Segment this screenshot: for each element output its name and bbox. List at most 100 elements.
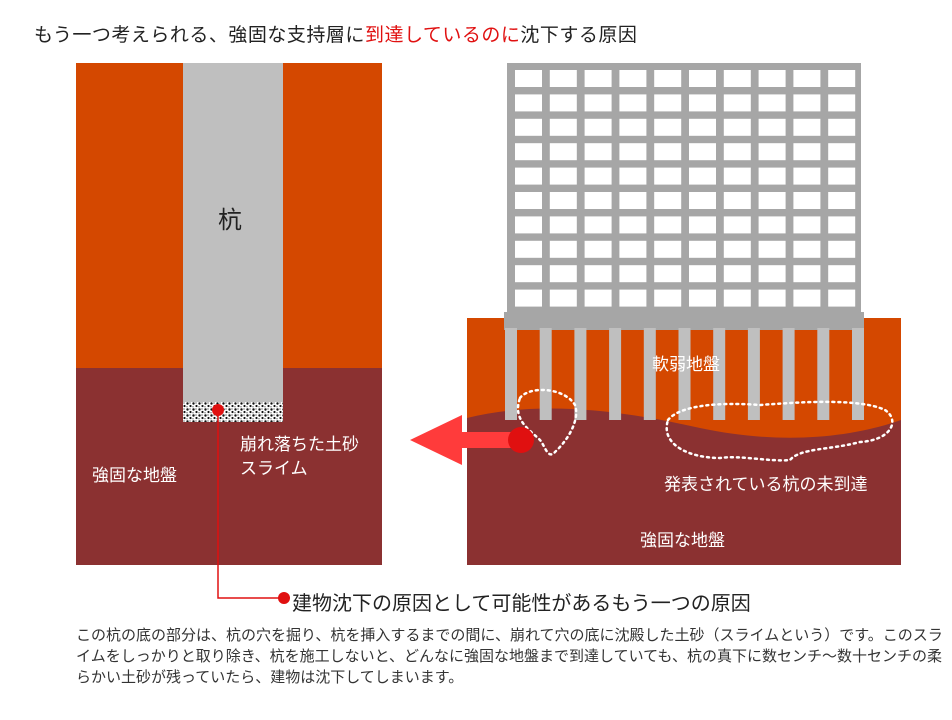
building-window (549, 94, 577, 112)
pile-label: 杭 (218, 206, 242, 234)
building-window (793, 289, 821, 307)
building-window (619, 94, 647, 112)
building-window (654, 94, 682, 112)
building-window (793, 167, 821, 185)
building-window (828, 289, 856, 307)
description-paragraph: この杭の底の部分は、杭の穴を掘り、杭を挿入するまでの間に、崩れて穴の底に沈殿した… (76, 626, 943, 686)
building-window (584, 192, 612, 209)
building-window (758, 143, 786, 161)
building-window (793, 94, 821, 112)
building-window (689, 192, 716, 209)
building-window (515, 94, 542, 112)
building-window (654, 265, 682, 283)
building-window (828, 118, 856, 136)
foundation-pile (574, 328, 587, 420)
firm-ground-label-left: 強固な地盤 (92, 466, 177, 486)
building-window (549, 289, 577, 307)
arrow-shape (410, 415, 520, 465)
building-window (758, 216, 786, 234)
building-window (689, 143, 716, 161)
building-window (689, 70, 716, 87)
building-window (654, 70, 682, 87)
building-window (619, 118, 647, 136)
foundation-pile (539, 328, 552, 420)
building-window (723, 289, 751, 307)
building-window (689, 167, 716, 185)
building-window (723, 94, 751, 112)
building-window (584, 167, 612, 185)
building-window (619, 70, 647, 87)
building-window (793, 216, 821, 234)
building-window (723, 265, 751, 283)
building-window (723, 118, 751, 136)
building-window (828, 265, 856, 283)
building-window (758, 70, 786, 87)
right-panel (467, 63, 901, 565)
building-window (584, 118, 612, 136)
unreached-outline-large (665, 400, 894, 462)
pointer-arrow (410, 415, 534, 465)
building-window (828, 70, 856, 87)
building-window (584, 240, 612, 258)
firm-ground-layer-right (467, 408, 901, 565)
firm-ground-label-right: 強固な地盤 (640, 531, 725, 551)
building-window (723, 240, 751, 258)
building-window (619, 167, 647, 185)
title-highlight: 到達しているのに (364, 24, 521, 46)
building-windows (515, 70, 856, 307)
building-window (654, 240, 682, 258)
building-window (758, 94, 786, 112)
building-window (828, 192, 856, 209)
slime-label-line2: スライム (240, 459, 308, 479)
building-window (584, 70, 612, 87)
building-window (758, 265, 786, 283)
foundation-pile (713, 328, 726, 420)
building-window (723, 167, 751, 185)
building-window (515, 289, 542, 307)
building-window (758, 240, 786, 258)
building-window (689, 289, 716, 307)
foundation-pile (609, 328, 622, 420)
building-window (549, 70, 577, 87)
building-window (584, 94, 612, 112)
callout-leader-line (217, 410, 284, 599)
foundation-pile (747, 328, 760, 420)
building-window (549, 265, 577, 283)
building-window (515, 192, 542, 209)
building-window (515, 70, 542, 87)
building-window (515, 118, 542, 136)
building-window (515, 216, 542, 234)
building-window (549, 118, 577, 136)
building-window (723, 192, 751, 209)
building-window (619, 240, 647, 258)
building-window (689, 94, 716, 112)
building (504, 63, 864, 330)
building-window (689, 216, 716, 234)
building-window (689, 118, 716, 136)
building-window (758, 167, 786, 185)
foundation-pile (643, 328, 656, 420)
building-window (654, 289, 682, 307)
building-window (619, 192, 647, 209)
building-window (723, 143, 751, 161)
pile-shaft (183, 63, 283, 402)
building-window (828, 143, 856, 161)
building-window (515, 265, 542, 283)
foundation-pile (678, 328, 691, 420)
building-window (619, 143, 647, 161)
building-window (793, 192, 821, 209)
building-window (828, 167, 856, 185)
building-window (619, 216, 647, 234)
building-window (689, 265, 716, 283)
building-window (584, 289, 612, 307)
building-window (793, 70, 821, 87)
building-window (654, 167, 682, 185)
building-window (549, 216, 577, 234)
building-window (515, 240, 542, 258)
foundation-pile (817, 328, 830, 420)
building-window (793, 240, 821, 258)
building-window (723, 216, 751, 234)
building-window (584, 265, 612, 283)
building-window (515, 167, 542, 185)
